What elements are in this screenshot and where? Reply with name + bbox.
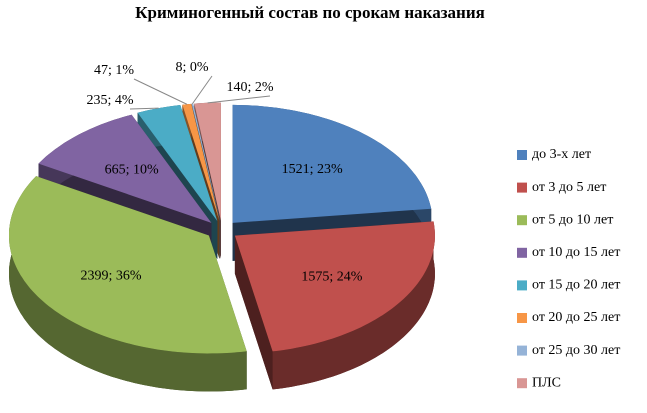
leader-line — [192, 75, 213, 105]
data-label: 235; 4% — [86, 93, 133, 108]
legend-label: от 5 до 10 лет — [532, 212, 613, 227]
legend-label: ПЛС — [532, 375, 561, 390]
data-label: 47; 1% — [94, 63, 134, 78]
slice-face — [234, 235, 273, 390]
legend-swatch — [517, 150, 527, 160]
slice — [9, 176, 247, 392]
chart-title: Криминогенный состав по срокам наказания — [135, 3, 485, 22]
data-label: 1575; 24% — [301, 270, 362, 285]
data-label: 665; 10% — [105, 162, 159, 177]
slice-top — [9, 176, 247, 354]
legend-label: от 15 до 20 лет — [532, 278, 620, 293]
legend-swatch — [517, 182, 527, 193]
data-label: 140; 2% — [226, 80, 273, 95]
legend-label: от 25 до 30 лет — [532, 343, 620, 358]
legend-swatch — [517, 215, 527, 226]
leader-line — [207, 95, 271, 104]
legend-label: от 3 до 5 лет — [532, 180, 606, 195]
slice-top — [191, 103, 220, 221]
legend-swatch — [517, 247, 527, 258]
leader-line — [133, 78, 188, 105]
slice-top — [137, 105, 218, 221]
slice-side — [9, 176, 247, 392]
legend-label: до 3-х лет — [532, 147, 591, 162]
legend-swatch — [517, 345, 527, 356]
legend-label: от 20 до 25 лет — [532, 310, 620, 325]
slice-top — [38, 114, 212, 223]
legend-swatch — [517, 313, 527, 323]
leader-line — [129, 107, 159, 110]
slice-side — [272, 221, 435, 390]
data-label: 2399; 36% — [81, 269, 142, 284]
legend-swatch — [517, 280, 527, 291]
data-label: 1521; 23% — [282, 162, 343, 177]
slice-top — [232, 104, 432, 223]
slice-top — [234, 221, 435, 352]
data-label: 8; 0% — [175, 60, 208, 75]
slice-top — [194, 102, 221, 221]
slice-top — [182, 103, 220, 221]
legend-swatch — [517, 378, 527, 389]
slice — [234, 221, 435, 390]
legend-label: от 10 до 15 лет — [532, 245, 620, 260]
